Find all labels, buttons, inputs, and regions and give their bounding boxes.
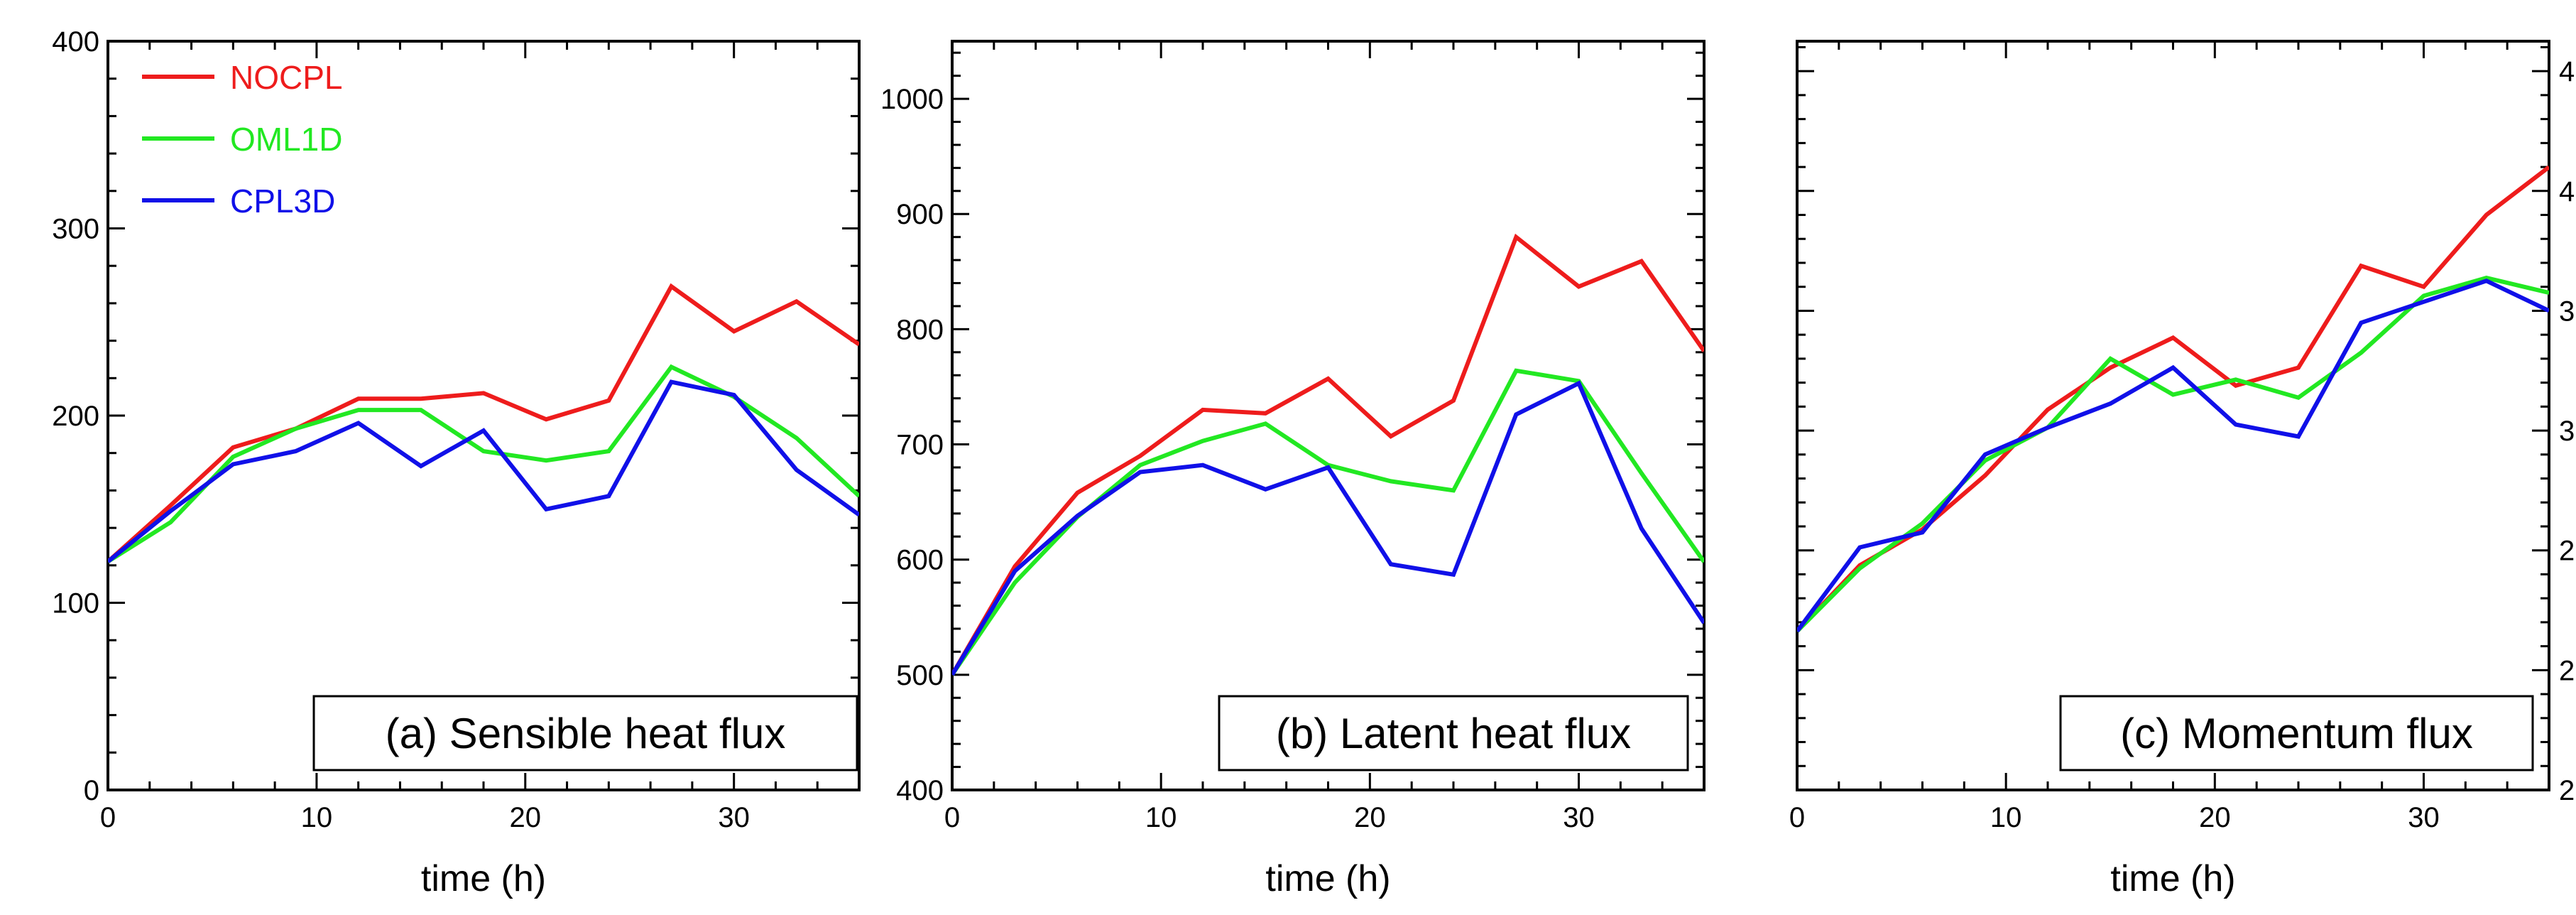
y-tick-label: 600 [896, 545, 944, 576]
y-tick-label: 2.80 [2559, 536, 2576, 567]
y-tick-label: 3.60 [2559, 296, 2576, 327]
y-tick-label: 1000 [880, 84, 944, 115]
x-tick-label: 0 [100, 802, 116, 833]
x-tick-label: 30 [1563, 802, 1595, 833]
y-tick-label: 4.00 [2559, 176, 2576, 207]
y-tick-label: 100 [52, 588, 99, 619]
legend-label: NOCPL [230, 59, 342, 96]
series-line-cpl3d [108, 379, 859, 563]
y-tick-label: 3.20 [2559, 416, 2576, 447]
title-box [1218, 695, 1689, 771]
y-tick-label: 200 [52, 401, 99, 432]
series-group [952, 233, 1704, 676]
y-tick-label: 4.40 [2559, 56, 2576, 87]
panel-title: (b) Latent heat flux [1276, 710, 1631, 757]
x-axis-label: time (h) [421, 858, 546, 899]
y-tick-label: 400 [52, 26, 99, 58]
plot-frame [1796, 40, 2550, 791]
series-line-nocpl [952, 233, 1704, 676]
x-tick-label: 20 [1354, 802, 1386, 833]
y-tick-label: 800 [896, 314, 944, 345]
series-line-cpl3d [952, 380, 1704, 676]
legend-label: OML1D [230, 121, 342, 158]
panel-2: 0 10 20 30 400 500 600 700 800 900 1000 time (h) (b)… [880, 40, 1705, 899]
panel-3: 0 10 20 30 2.00 2.40 2.80 3.20 3.60 4.00 4.40 time … [1789, 40, 2576, 899]
panel-title: (c) Momentum flux [2120, 710, 2473, 757]
x-tick-label: 0 [1789, 802, 1805, 833]
y-tick-label: 400 [896, 775, 944, 806]
y-tick-label: 700 [896, 430, 944, 461]
x-tick-label: 0 [944, 802, 960, 833]
y-tick-label: 500 [896, 660, 944, 691]
series-line-cpl3d [1797, 278, 2549, 633]
x-tick-label: 30 [718, 802, 750, 833]
series-line-nocpl [108, 283, 859, 563]
legend: NOCPL OML1D CPL3D [142, 59, 342, 220]
x-axis-label: time (h) [1265, 858, 1390, 899]
title-box [2059, 695, 2534, 771]
x-tick-label: 20 [510, 802, 542, 833]
x-tick-label: 10 [1990, 802, 2022, 833]
y-tick-label: 2.40 [2559, 655, 2576, 686]
x-tick-label: 20 [2199, 802, 2231, 833]
series-line-nocpl [1797, 165, 2549, 633]
panel-title: (a) Sensible heat flux [386, 710, 786, 757]
y-tick-label: 2.00 [2559, 775, 2576, 806]
series-group [108, 283, 859, 564]
series-line-oml1d [108, 364, 859, 564]
y-tick-label: 300 [52, 214, 99, 245]
y-tick-label: 900 [896, 199, 944, 230]
y-tick-label: 0 [84, 775, 99, 806]
x-tick-label: 30 [2408, 802, 2440, 833]
x-axis-label: time (h) [2110, 858, 2235, 899]
x-tick-label: 10 [301, 802, 333, 833]
plot-frame [107, 40, 861, 791]
series-group [1797, 165, 2549, 633]
series-line-oml1d [1797, 275, 2549, 633]
legend-label: CPL3D [230, 183, 335, 220]
title-box [312, 695, 858, 771]
x-tick-label: 10 [1145, 802, 1177, 833]
